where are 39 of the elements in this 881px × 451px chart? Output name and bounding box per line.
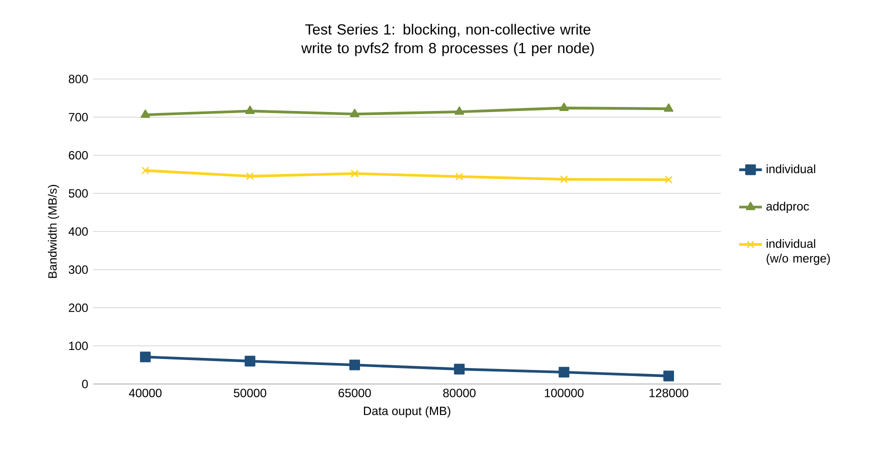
point [664, 176, 673, 184]
point [140, 352, 151, 362]
y-tick-label: 0 [82, 380, 88, 388]
y-tick-label: 500 [68, 189, 88, 198]
y-tick-label: 100 [69, 342, 88, 350]
point [350, 170, 359, 178]
point [663, 370, 674, 382]
x-tick-label: 50000 [234, 388, 266, 398]
legend-label: addproc [766, 202, 809, 213]
point [558, 366, 570, 378]
legend-label: individual [766, 164, 816, 174]
y-tick-label: 300 [68, 265, 88, 274]
y-tick-label: 400 [68, 227, 88, 236]
x-tick-label: 100000 [544, 388, 584, 398]
point [664, 103, 674, 112]
point [245, 106, 255, 114]
x-tick-label: 65000 [338, 388, 371, 398]
x-tick-label: 128000 [650, 388, 688, 398]
point [454, 364, 465, 374]
point [454, 106, 464, 115]
point [455, 172, 464, 181]
point [560, 175, 568, 184]
y-tick-label: 800 [68, 74, 88, 84]
y-tick-label: 700 [68, 112, 88, 122]
x-tick-label: 40000 [128, 388, 162, 398]
point [246, 172, 254, 180]
point [559, 102, 569, 111]
point [349, 360, 360, 370]
point [141, 166, 150, 174]
y-axis-title: Bandwidth (MB/s) [48, 184, 60, 278]
legend-label: individual (w/o merge) [766, 239, 830, 265]
x-axis-title: Data ouput (MB) [364, 406, 450, 418]
y-tick-label: 200 [68, 304, 88, 312]
y-tick-label: 600 [68, 151, 88, 160]
point [140, 110, 150, 118]
point [350, 108, 360, 118]
x-tick-label: 80000 [443, 388, 476, 398]
point [244, 356, 256, 366]
chart-title: Test Series 1: blocking, non-collective write write to pvfs2 from 8 processes (1 per node) [301, 24, 594, 56]
